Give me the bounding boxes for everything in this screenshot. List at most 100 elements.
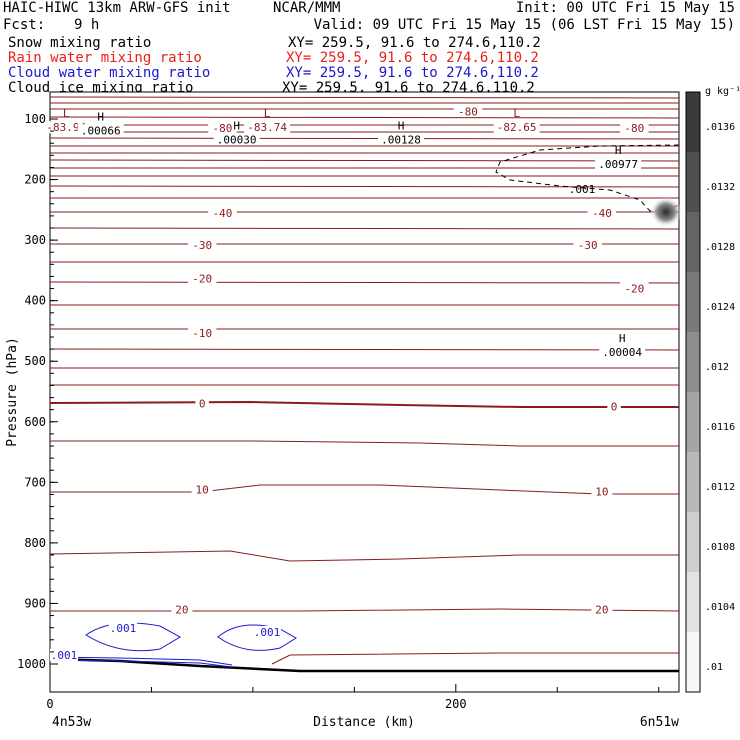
cloud-water-contour <box>85 622 182 652</box>
colorbar-tick-label: .0108 <box>705 542 735 553</box>
cloud-ice-contour <box>495 144 680 212</box>
colorbar-tick-label: .01 <box>705 662 723 673</box>
contour-label-background <box>573 237 602 250</box>
high-marker: H <box>398 119 405 132</box>
init-time: Init: 00 UTC Fri 15 May 15 <box>515 0 735 16</box>
contour-label-background <box>591 602 613 615</box>
temperature-contour-line <box>49 400 679 408</box>
colorbar-segment <box>686 632 700 692</box>
colorbar-tick-label: .0132 <box>705 182 735 193</box>
colorbar-segment <box>686 392 700 452</box>
field-xy-cloud-water: XY= 259.5, 91.6 to 274.6,110.2 <box>286 65 539 81</box>
extremum-value-label: .00977 <box>598 158 638 171</box>
temperature-contour-label: -30 <box>578 239 598 252</box>
extremum-label-background <box>244 121 291 134</box>
x-tick-label: 0 <box>46 697 53 711</box>
contour-label-background <box>187 271 217 284</box>
extremum-value-label: -83.94 <box>46 121 86 134</box>
temperature-contour-line <box>49 348 680 351</box>
plot-frame <box>49 91 680 693</box>
temperature-contour-label: 0 <box>611 401 618 414</box>
y-tick-label: 300 <box>24 233 46 247</box>
cloud-water-contour-label: .001 <box>51 649 78 662</box>
plot-title: HAIC-HIWC 13km ARW-GFS init <box>3 0 231 16</box>
high-marker: H <box>615 144 622 157</box>
contour-label-background <box>195 396 209 409</box>
colorbar-segment <box>686 572 700 632</box>
cloud-water-contour <box>49 656 233 668</box>
y-tick-label: 800 <box>24 536 46 550</box>
temperature-contour-line <box>49 116 680 119</box>
special-contours <box>49 144 682 673</box>
extremum-label-background <box>595 158 642 171</box>
contour-label-background <box>208 121 237 134</box>
colorbar: .0136 .0132 .0128 .0124 .012 .0116 .0112 .0108.… <box>685 91 735 693</box>
colorbar-frame <box>685 91 701 693</box>
cloud-water-label-background <box>109 622 137 634</box>
colorbar-tick-label: .0128 <box>705 242 735 253</box>
field-xy-rain: XY= 259.5, 91.6 to 274.6,110.2 <box>286 50 539 66</box>
contour-label-background <box>591 484 613 497</box>
contour-label-background <box>453 104 483 117</box>
low-marker: L <box>63 107 70 120</box>
forecast-label: Fcst: <box>3 17 46 33</box>
colorbar-tick-label: .0124 <box>705 302 735 313</box>
temperature-contour-line <box>49 159 680 162</box>
extremum-label-background <box>213 133 260 146</box>
y-tick-label: 1000 <box>17 657 46 671</box>
x-tick-label: 200 <box>445 697 467 711</box>
extremum-value-label: .00066 <box>81 124 121 137</box>
cloud-ice-contour-label: .001 <box>569 183 596 196</box>
colorbar-unit: g kg⁻¹ <box>705 86 740 97</box>
temperature-contour-label: -10 <box>192 327 212 340</box>
organization-label: NCAR/MMM <box>273 0 341 16</box>
y-tick-label: 600 <box>24 415 46 429</box>
cloud-water-label-background <box>50 649 78 661</box>
temperature-contour-label: -40 <box>213 207 233 220</box>
temperature-contour-label: -20 <box>192 272 212 285</box>
contour-label-background <box>187 237 217 250</box>
valid-time: Valid: 09 UTC Fri 15 May 15 (06 LST Fri … <box>313 17 735 33</box>
extremum-value-label: .00128 <box>381 133 421 146</box>
high-marker: H <box>619 332 626 345</box>
temperature-contour-label: 20 <box>175 604 188 617</box>
contour-label-background <box>587 205 617 218</box>
temperature-contour-label: -80 <box>213 122 233 135</box>
colorbar-segment <box>686 332 700 392</box>
temperature-contour-line <box>50 440 679 447</box>
cloud-water-contour-label: .001 <box>254 626 281 639</box>
extremum-label-background <box>77 124 124 137</box>
field-label-snow: Snow mixing ratio <box>8 35 152 51</box>
high-marker: H <box>97 110 104 123</box>
temperature-contour-label: -40 <box>592 207 612 220</box>
contour-labels: -80 -80 -80 -40 -40 -30 -30 -20 -20 -10 0 0 10 10 20 20… <box>43 104 649 662</box>
temperature-contour-line <box>49 550 679 562</box>
temperature-contour-label: -30 <box>192 239 212 252</box>
colorbar-segment <box>686 272 700 332</box>
colorbar-segment <box>686 452 700 512</box>
cloud-ice-maximum-shading <box>650 197 682 227</box>
contour-label-background <box>187 325 217 338</box>
contour-label-background <box>191 482 213 495</box>
colorbar-tick-label: .012 <box>705 362 729 373</box>
contour-label-background <box>208 205 237 218</box>
extremum-value-label: -83.74 <box>247 121 287 134</box>
temperature-contour-label: -80 <box>458 106 478 119</box>
contour-label-background <box>607 399 621 412</box>
extremum-label-background <box>378 133 425 146</box>
contour-label-background <box>620 121 649 134</box>
colorbar-tick-label: .0136 <box>705 122 735 133</box>
colorbar-segment <box>686 212 700 272</box>
extremum-value-label: .00030 <box>217 133 257 146</box>
x-endpoint-left: 4n53w <box>52 715 91 730</box>
low-marker: L <box>513 107 520 120</box>
colorbar-tick-label: .0112 <box>705 482 735 493</box>
temperature-contour-line <box>49 281 680 284</box>
y-tick-label: 500 <box>24 354 46 368</box>
y-tick-label: 200 <box>24 173 46 187</box>
colorbar-segment <box>686 152 700 212</box>
extremum-value-label: -82.65 <box>497 121 537 134</box>
colorbar-segment <box>686 512 700 572</box>
